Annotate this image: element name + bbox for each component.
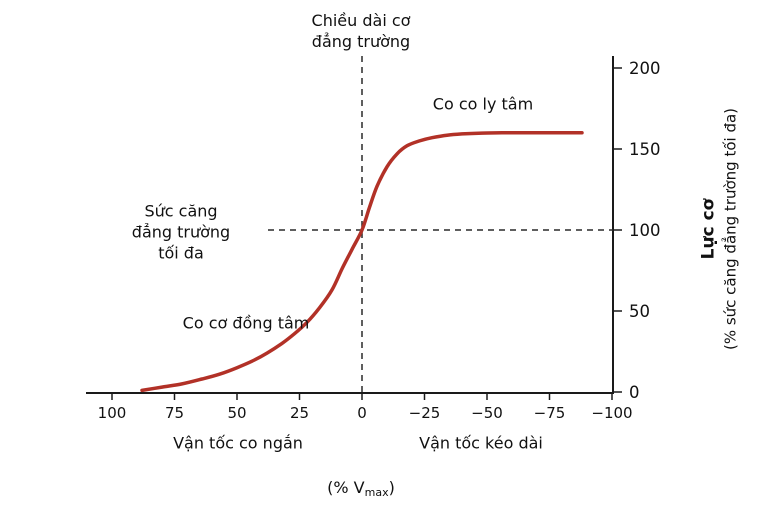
y-axis-title: Lực cơ (% sức căng đẳng trường tối đa): [697, 108, 740, 350]
x-axis-label-lengthening: Vận tốc kéo dài: [419, 433, 543, 453]
y-axis-title-main: Lực cơ: [698, 198, 719, 260]
y-tick-label: 200: [629, 59, 661, 78]
y-tick-label: 0: [629, 383, 640, 402]
x-unit-prefix: (% V: [327, 478, 365, 498]
annotation-eccentric-region: Co co ly tâm: [432, 94, 534, 114]
y-tick-label: 150: [629, 140, 661, 159]
x-tick-label: 100: [98, 404, 127, 422]
x-tick-label: 75: [165, 404, 184, 422]
annotation-isometric-length: Chiều dài cơ đẳng trường: [311, 10, 411, 51]
y-axis-title-sub: (% sức căng đẳng trường tối đa): [721, 107, 740, 351]
annotation-max-isometric-tension: Sức căng đẳng trường tối đa: [131, 201, 231, 263]
x-tick-label: −25: [409, 404, 441, 422]
x-tick-label: 0: [357, 404, 367, 422]
x-tick-label: 50: [227, 404, 246, 422]
x-tick-label: 25: [290, 404, 309, 422]
force-velocity-curve: [140, 131, 584, 393]
annotation-concentric-region: Co cơ đồng tâm: [182, 313, 310, 333]
x-axis-label-shortening: Vận tốc co ngắn: [173, 433, 303, 453]
x-tick-label: −50: [471, 404, 503, 422]
y-tick-label: 50: [629, 302, 650, 321]
x-unit-subscript: max: [364, 486, 389, 500]
x-unit-suffix: ): [388, 478, 395, 498]
y-tick-label: 100: [629, 221, 661, 240]
x-axis-unit-label: (% Vmax): [327, 477, 395, 501]
x-tick-label: −100: [591, 404, 632, 422]
x-tick-label: −75: [534, 404, 566, 422]
